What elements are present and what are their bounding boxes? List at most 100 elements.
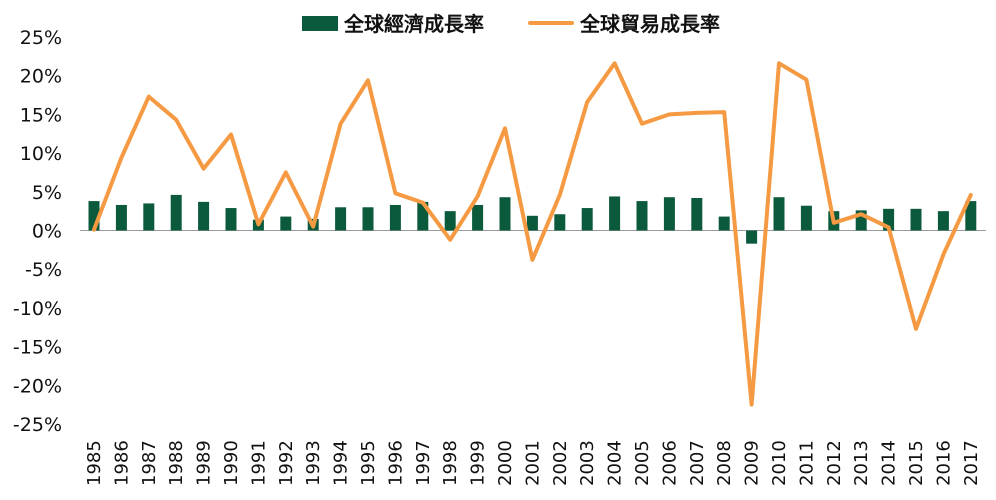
legend: 全球經濟成長率 全球貿易成長率	[302, 12, 720, 36]
bar-1987	[143, 203, 155, 231]
bar-1990	[225, 208, 237, 231]
line-point-1987	[147, 95, 151, 99]
x-tick-label: 2010	[769, 440, 790, 486]
x-tick-label: 1994	[331, 440, 352, 486]
bar-2017	[965, 201, 977, 231]
line-point-1996	[393, 191, 397, 195]
line-point-2000	[503, 126, 507, 130]
line-point-2017	[969, 193, 973, 197]
x-tick-label: 2003	[577, 440, 598, 486]
x-tick-label: 2015	[906, 440, 927, 486]
bar-2010	[773, 197, 785, 231]
x-tick-label: 1987	[139, 440, 160, 486]
bar-2007	[691, 197, 703, 231]
bar-2015	[910, 208, 922, 231]
x-tick-label: 2005	[632, 440, 653, 486]
y-tick-label: 20%	[20, 66, 62, 88]
bar-2001	[526, 215, 538, 231]
x-tick-label: 1989	[194, 440, 215, 486]
line-point-2003	[585, 100, 589, 104]
line-point-1997	[421, 201, 425, 205]
y-tick-label: 10%	[20, 143, 62, 165]
line-point-2011	[804, 78, 808, 82]
x-tick-label: 1998	[440, 440, 461, 486]
y-tick-label: 5%	[32, 182, 62, 204]
x-tick-label: 2002	[550, 440, 571, 486]
x-tick-label: 1992	[276, 440, 297, 486]
y-tick-label: 0%	[32, 221, 62, 243]
x-tick-label: 2014	[879, 440, 900, 486]
bar-2011	[800, 205, 812, 231]
bar-2004	[609, 196, 621, 231]
bar-1995	[362, 207, 374, 231]
x-tick-label: 1985	[84, 440, 105, 486]
bar-1986	[115, 204, 127, 231]
line-point-2015	[914, 327, 918, 331]
line-point-2004	[613, 61, 617, 65]
bar-1994	[335, 207, 347, 231]
line-point-2014	[887, 225, 891, 229]
line-point-1991	[256, 222, 260, 226]
legend-swatch-bar	[302, 16, 338, 31]
line-point-2008	[722, 110, 726, 114]
x-tick-label: 1991	[248, 440, 269, 486]
bar-2009	[746, 230, 758, 244]
bar-1989	[198, 201, 210, 231]
y-tick-label: -5%	[25, 259, 62, 281]
y-axis: -25% -20% -15% -10% -5% 0% 5% 10% 15% 20% 25%	[13, 27, 986, 436]
bar-1988	[170, 194, 182, 231]
bar-2013	[855, 210, 867, 231]
line-point-2006	[667, 112, 671, 116]
x-tick-label: 2011	[796, 440, 817, 486]
x-tick-label: 2004	[605, 440, 626, 486]
x-tick-label: 2016	[933, 440, 954, 486]
bar-2016	[937, 211, 949, 231]
line-point-1990	[229, 133, 233, 137]
legend-label-bar: 全球經濟成長率	[343, 12, 484, 36]
line-point-1993	[311, 225, 315, 229]
x-tick-label: 1993	[303, 440, 324, 486]
y-tick-label: -10%	[13, 298, 62, 320]
bar-2002	[554, 214, 566, 231]
bar-1999	[472, 204, 484, 231]
y-tick-label: 25%	[20, 27, 62, 49]
x-tick-label: 2009	[742, 440, 763, 486]
line-point-2012	[832, 221, 836, 225]
x-tick-label: 1995	[358, 440, 379, 486]
bar-1997	[417, 201, 429, 231]
x-tick-label: 1990	[221, 440, 242, 486]
bar-2000	[499, 197, 511, 231]
x-axis: 1985 1986 1987 1988 1989 1990 1991 1992 1993 1994…	[84, 440, 982, 486]
bar-1996	[389, 204, 401, 231]
x-tick-label: 2013	[851, 440, 872, 486]
x-tick-label: 1999	[468, 440, 489, 486]
bar-2005	[636, 201, 648, 231]
trade-growth-line	[92, 61, 973, 407]
line-point-1994	[339, 122, 343, 126]
bar-1992	[280, 216, 292, 231]
line-point-1995	[366, 78, 370, 82]
bar-2014	[883, 208, 895, 231]
line-point-2016	[941, 252, 945, 256]
bar-1985	[88, 201, 100, 231]
x-tick-label: 2008	[714, 440, 735, 486]
line-point-1985	[92, 228, 96, 232]
x-tick-label: 2000	[495, 440, 516, 486]
bar-2008	[718, 216, 730, 231]
y-tick-label: -25%	[13, 414, 62, 436]
line-point-2013	[859, 212, 863, 216]
bar-2006	[663, 197, 675, 231]
line-point-2002	[558, 193, 562, 197]
line-point-1989	[202, 167, 206, 171]
x-tick-label: 2012	[824, 440, 845, 486]
x-tick-label: 2006	[659, 440, 680, 486]
line-point-1992	[284, 170, 288, 174]
line-point-1988	[174, 118, 178, 122]
bar-2003	[581, 208, 593, 231]
line-point-2001	[530, 258, 534, 262]
line-point-1986	[119, 156, 123, 160]
y-tick-label: 15%	[20, 104, 62, 126]
x-tick-label: 2017	[961, 440, 982, 486]
